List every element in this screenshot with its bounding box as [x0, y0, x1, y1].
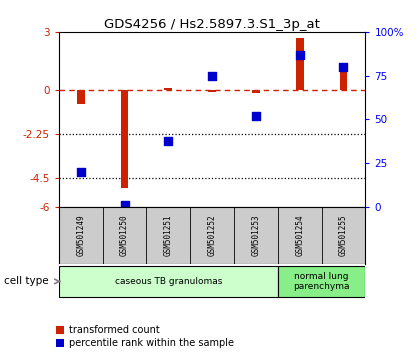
Text: caseous TB granulomas: caseous TB granulomas	[115, 277, 222, 286]
Text: GSM501250: GSM501250	[120, 215, 129, 256]
Bar	[339, 69, 347, 90]
Text: GSM501254: GSM501254	[295, 215, 304, 256]
Text: GSM501249: GSM501249	[76, 215, 85, 256]
Legend: transformed count, percentile rank within the sample: transformed count, percentile rank withi…	[55, 324, 235, 349]
Text: GSM501253: GSM501253	[252, 215, 260, 256]
Title: GDS4256 / Hs2.5897.3.S1_3p_at: GDS4256 / Hs2.5897.3.S1_3p_at	[104, 18, 320, 31]
Point	[340, 64, 347, 70]
Text: GSM501251: GSM501251	[164, 215, 173, 256]
Point	[77, 169, 84, 175]
Point	[297, 52, 303, 57]
Bar	[296, 38, 304, 90]
Point	[209, 73, 215, 79]
Text: GSM501252: GSM501252	[207, 215, 217, 256]
Point	[165, 138, 172, 143]
Text: cell type: cell type	[4, 276, 49, 286]
Bar	[164, 88, 172, 90]
Text: normal lung
parenchyma: normal lung parenchyma	[293, 272, 350, 291]
Bar	[252, 90, 260, 93]
Bar	[77, 90, 85, 104]
Point	[252, 113, 259, 119]
Bar	[121, 90, 129, 188]
Text: GSM501255: GSM501255	[339, 215, 348, 256]
Bar	[278, 266, 365, 297]
Bar	[59, 266, 278, 297]
Bar	[208, 90, 216, 92]
Point	[121, 202, 128, 208]
